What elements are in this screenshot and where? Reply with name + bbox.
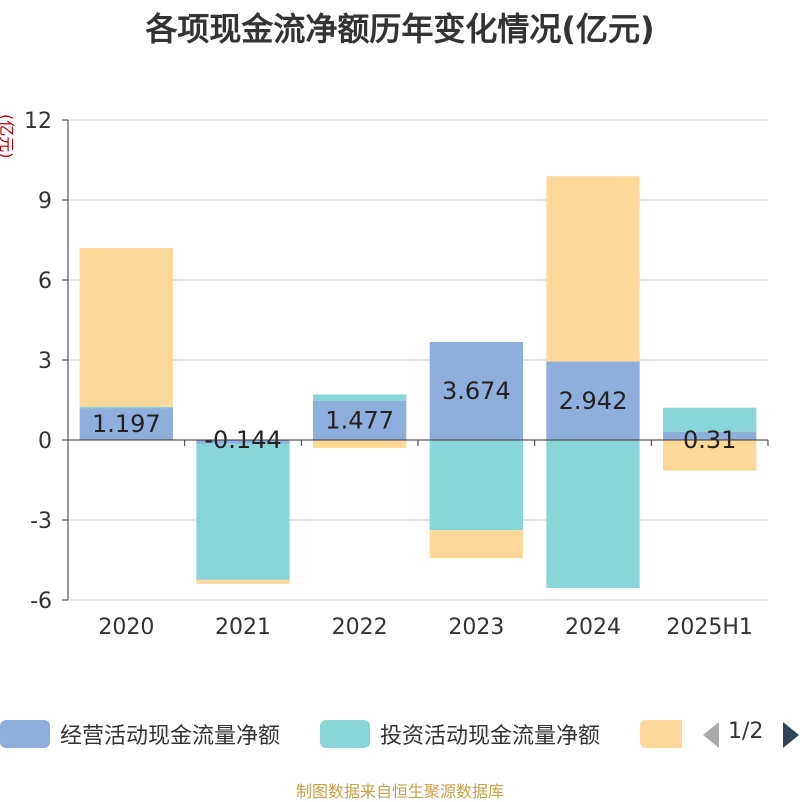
legend-label-operating: 经营活动现金流量净额 xyxy=(60,724,281,749)
y-tick-label: -6 xyxy=(30,589,52,614)
bar-s2-2021 xyxy=(196,579,290,584)
y-tick-label: 6 xyxy=(38,269,52,294)
bar-s0-2025H1 xyxy=(663,431,757,440)
data-label: 1.197 xyxy=(92,410,161,438)
y-tick-label: 3 xyxy=(38,349,52,374)
legend-item-third[interactable] xyxy=(640,714,692,754)
bar-s0-2022 xyxy=(313,400,407,440)
y-tick-label: 12 xyxy=(24,109,52,134)
x-tick-label: 2022 xyxy=(332,615,388,640)
data-label: 2.942 xyxy=(559,387,628,415)
legend-swatch-operating xyxy=(0,720,50,748)
bar-s1-2024 xyxy=(546,440,640,588)
y-tick-label: 9 xyxy=(38,189,52,214)
legend-item-operating[interactable]: 经营活动现金流量净额 xyxy=(0,714,280,754)
bar-s0-2023 xyxy=(429,342,523,440)
x-tick-label: 2023 xyxy=(448,615,504,640)
legend-next-page-icon[interactable] xyxy=(783,722,799,748)
bar-s2-2025H1 xyxy=(663,440,757,471)
bar-s0-2020 xyxy=(79,408,173,440)
bar-s2-2024 xyxy=(546,176,640,362)
bar-s1-2021 xyxy=(196,443,290,580)
source-note: 制图数据来自恒生聚源数据库 xyxy=(295,782,504,801)
y-tick-label: 0 xyxy=(38,429,52,454)
data-label: 1.477 xyxy=(325,406,394,434)
bar-s0-2021 xyxy=(196,440,290,444)
legend-swatch-investing xyxy=(320,720,370,748)
legend-item-investing[interactable]: 投资活动现金流量净额 xyxy=(320,714,600,754)
bar-s2-2023 xyxy=(429,530,523,559)
legend-page-indicator: 1/2 xyxy=(728,719,764,744)
legend-swatch-third xyxy=(640,720,682,748)
bar-s1-2025H1 xyxy=(663,407,757,432)
bar-s1-2020 xyxy=(79,406,173,409)
legend-label-investing: 投资活动现金流量净额 xyxy=(380,724,601,749)
data-label: 3.674 xyxy=(442,377,511,405)
chart-title: 各项现金流净额历年变化情况(亿元) xyxy=(145,10,655,48)
legend: 经营活动现金流量净额 投资活动现金流量净额 1/2 xyxy=(0,714,800,754)
bar-s0-2024 xyxy=(546,361,640,440)
x-tick-label: 2024 xyxy=(565,615,621,640)
bar-s2-2022 xyxy=(313,440,407,448)
y-tick-label: -3 xyxy=(30,509,52,534)
bar-s2-2020 xyxy=(79,248,173,407)
x-tick-label: 2021 xyxy=(215,615,271,640)
x-tick-label: 2025H1 xyxy=(666,615,753,640)
bar-s1-2022 xyxy=(313,394,407,401)
legend-prev-page-icon[interactable] xyxy=(703,722,719,748)
bar-s1-2023 xyxy=(429,440,523,531)
x-tick-label: 2020 xyxy=(98,615,154,640)
